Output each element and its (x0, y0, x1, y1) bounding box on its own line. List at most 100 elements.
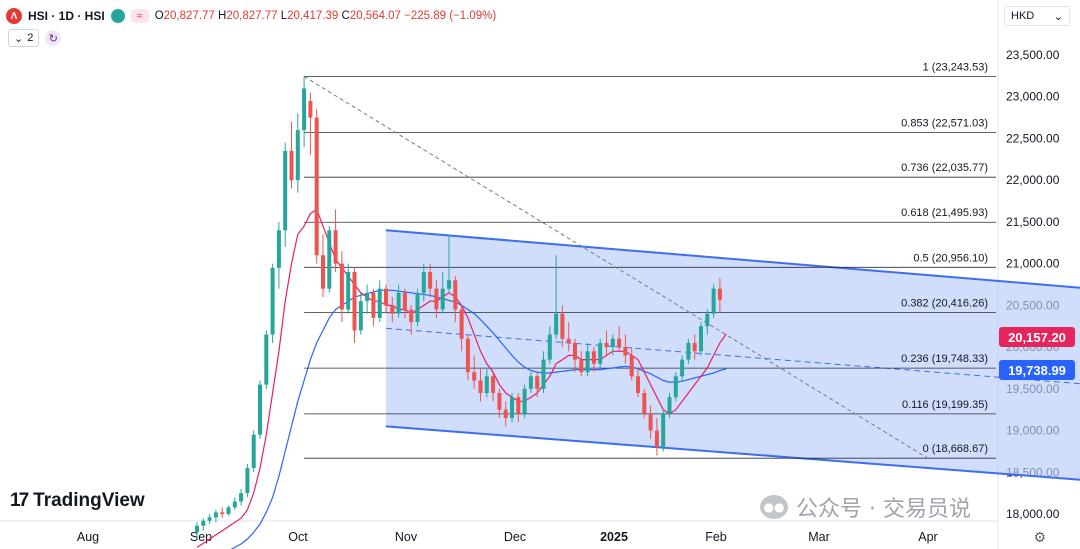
gear-icon[interactable]: ⚙ (1033, 529, 1046, 545)
candle-body (415, 292, 420, 323)
candle-body (717, 288, 722, 301)
y-tick-label: 21,000.00 (1006, 257, 1060, 271)
x-tick-label: Feb (705, 530, 727, 544)
candle-body (308, 100, 313, 118)
candle-body (629, 355, 634, 377)
candle-body (207, 517, 212, 521)
market-status-icon[interactable] (110, 9, 125, 23)
candle-body (661, 413, 666, 448)
candle-body (352, 271, 357, 331)
candle-body (510, 397, 514, 419)
candle-body (491, 376, 496, 393)
candle-body (686, 342, 691, 360)
candle-body (541, 359, 546, 389)
candle-body (516, 397, 521, 414)
x-tick-label: Sep (190, 530, 212, 544)
candle-body (667, 397, 672, 414)
fib-level-label: 0.5 (20,956.10) (913, 252, 988, 264)
candle-body (497, 392, 502, 410)
candle-body (245, 468, 250, 494)
candle-body (610, 338, 615, 348)
candle-body (705, 313, 710, 327)
candle-body (598, 342, 603, 364)
price-change: −225.89 (−1.09%) (404, 10, 497, 22)
ohlc-values: O20,827.77 H20,827.77 L20,417.39 C20,564… (154, 10, 497, 22)
candle-body (333, 230, 338, 264)
candle-body (264, 334, 269, 385)
channel-lower-line (385, 425, 1080, 481)
x-tick-label: Oct (288, 530, 308, 544)
currency-selector[interactable]: HKD ⌄ (1004, 6, 1070, 26)
candle-body (402, 292, 407, 310)
y-tick-label: 18,000.00 (1006, 507, 1060, 521)
indicator-count-toggle[interactable]: ⌄ 2 (8, 29, 40, 47)
candle-body (591, 351, 596, 364)
candle-body (642, 392, 647, 414)
candle-body (213, 512, 218, 518)
y-tick-label: 23,500.00 (1006, 48, 1060, 62)
candle-body (371, 292, 376, 318)
tradingview-logo-mark: 17 (10, 490, 29, 511)
candle-body (421, 271, 426, 293)
candle-body (503, 409, 508, 419)
candle-body (434, 288, 439, 310)
x-tick-label: Dec (504, 530, 526, 544)
candle-body (711, 288, 716, 314)
candle-body (484, 376, 489, 393)
chevron-down-icon: ⌄ (1053, 10, 1063, 23)
candle-body (195, 525, 199, 533)
candle-body (566, 338, 571, 343)
candle-body (554, 313, 559, 335)
candle-body (201, 520, 206, 526)
channel-upper-line (385, 229, 1080, 289)
candle-body (428, 271, 433, 289)
candle-body (321, 255, 325, 289)
y-tick-label: 23,000.00 (1006, 90, 1060, 104)
tradingview-logo[interactable]: 17 TradingView (10, 490, 145, 511)
candle-body (636, 376, 640, 393)
chart-header: Λ HSI · 1D · HSI ≈ O20,827.77 H20,827.77… (6, 6, 496, 26)
candle-body (673, 376, 678, 398)
x-tick-label: Nov (395, 530, 418, 544)
candle-body (276, 230, 281, 268)
channel-fill (386, 230, 1080, 480)
candle-body (346, 271, 351, 310)
candle-body (220, 512, 225, 514)
wechat-icon: ●● (760, 495, 788, 519)
candle-body (232, 501, 237, 508)
candle-body (573, 342, 577, 360)
candle-body (623, 347, 628, 356)
candle-body (699, 326, 703, 352)
candle-body (459, 309, 464, 339)
candle-body (522, 388, 527, 414)
candle-body (302, 88, 307, 131)
candle-body (295, 130, 300, 181)
candle-body (377, 288, 382, 318)
x-tick-label: Apr (918, 530, 937, 544)
candle-body (692, 342, 697, 352)
candle-body (585, 351, 590, 373)
candle-body (465, 338, 470, 373)
x-tick-label: Aug (77, 530, 99, 544)
candle-body (251, 434, 256, 469)
candle-body (617, 338, 622, 348)
symbol-title[interactable]: HSI · 1D · HSI (28, 9, 105, 23)
candle-body (384, 288, 388, 306)
candle-body (680, 359, 685, 377)
candle-body (547, 334, 552, 360)
candle-body (258, 384, 262, 435)
candle-body (535, 376, 540, 389)
channel-mid-line (385, 327, 1080, 385)
sync-icon[interactable]: ↻ (45, 30, 62, 46)
candle-body (327, 230, 332, 289)
fib-level-label: 0.382 (20,416.26) (901, 297, 988, 309)
y-tick-label: 21,500.00 (1006, 215, 1060, 229)
watermark: ●● 公众号 · 交易员说 (760, 491, 971, 523)
candle-body (560, 313, 565, 339)
candle-body (239, 493, 244, 502)
x-tick-label: Mar (808, 530, 830, 544)
wave-icon[interactable]: ≈ (130, 9, 149, 23)
candle-body (409, 309, 414, 323)
candle-body (440, 288, 445, 310)
